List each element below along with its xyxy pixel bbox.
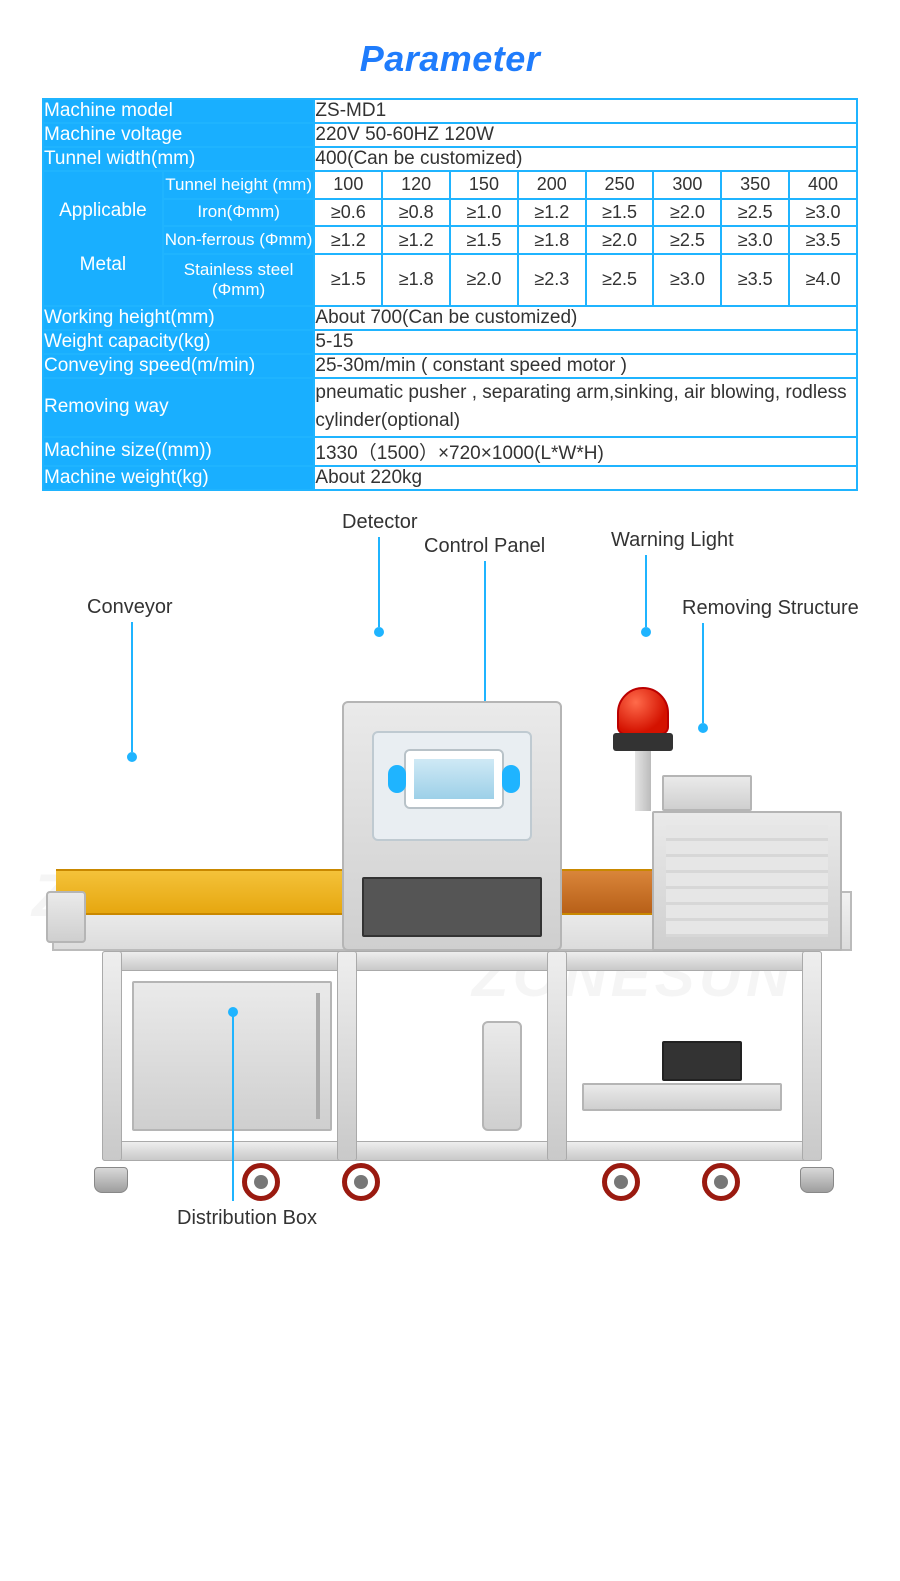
subheader-stainless: Stainless steel (Φmm) bbox=[163, 254, 315, 306]
cell-iron-7: ≥3.0 bbox=[789, 199, 857, 227]
table-row: Machine size((mm)) 1330（1500）×720×1000(L… bbox=[43, 437, 857, 466]
callout-warning-light: Warning Light bbox=[611, 529, 734, 552]
cell-height-3: 200 bbox=[518, 171, 586, 199]
cell-height-4: 250 bbox=[586, 171, 654, 199]
cell-iron-2: ≥1.0 bbox=[450, 199, 518, 227]
cell-ss-7: ≥4.0 bbox=[789, 254, 857, 306]
subheader-tunnel-height: Tunnel height (mm) bbox=[163, 171, 315, 199]
callout-removing-structure: Removing Structure bbox=[682, 597, 859, 620]
label-model: Machine model bbox=[43, 99, 314, 123]
table-row: Machine voltage 220V 50-60HZ 120W bbox=[43, 123, 857, 147]
page-title: Parameter bbox=[42, 38, 858, 80]
label-removing-way: Removing way bbox=[43, 378, 314, 437]
cell-ss-1: ≥1.8 bbox=[382, 254, 450, 306]
cell-height-5: 300 bbox=[653, 171, 721, 199]
cell-ss-4: ≥2.5 bbox=[586, 254, 654, 306]
cell-iron-3: ≥1.2 bbox=[518, 199, 586, 227]
cell-height-0: 100 bbox=[314, 171, 382, 199]
cell-ss-0: ≥1.5 bbox=[314, 254, 382, 306]
table-row: Iron(Φmm) ≥0.6 ≥0.8 ≥1.0 ≥1.2 ≥1.5 ≥2.0 … bbox=[43, 199, 857, 227]
cell-ss-2: ≥2.0 bbox=[450, 254, 518, 306]
table-row: Weight capacity(kg) 5-15 bbox=[43, 330, 857, 354]
value-machine-size: 1330（1500）×720×1000(L*W*H) bbox=[314, 437, 857, 466]
value-conveying-speed: 25-30m/min ( constant speed motor ) bbox=[314, 354, 857, 378]
value-weight-capacity: 5-15 bbox=[314, 330, 857, 354]
cell-nf-5: ≥2.5 bbox=[653, 226, 721, 254]
callout-detector: Detector bbox=[342, 511, 418, 534]
label-tunnel-width: Tunnel width(mm) bbox=[43, 147, 314, 171]
label-machine-size: Machine size((mm)) bbox=[43, 437, 314, 466]
control-panel bbox=[372, 731, 532, 841]
callout-conveyor: Conveyor bbox=[87, 596, 173, 619]
cell-height-1: 120 bbox=[382, 171, 450, 199]
value-tunnel-width: 400(Can be customized) bbox=[314, 147, 857, 171]
table-row: Applicable Metal Tunnel height (mm) 100 … bbox=[43, 171, 857, 199]
cell-nf-0: ≥1.2 bbox=[314, 226, 382, 254]
label-weight-capacity: Weight capacity(kg) bbox=[43, 330, 314, 354]
warning-light bbox=[617, 687, 669, 811]
cell-iron-6: ≥2.5 bbox=[721, 199, 789, 227]
cell-height-6: 350 bbox=[721, 171, 789, 199]
table-row: Machine weight(kg) About 220kg bbox=[43, 466, 857, 490]
removing-structure bbox=[652, 811, 842, 951]
cell-iron-0: ≥0.6 bbox=[314, 199, 382, 227]
value-removing-way: pneumatic pusher , separating arm,sinkin… bbox=[314, 378, 857, 437]
label-voltage: Machine voltage bbox=[43, 123, 314, 147]
value-machine-weight: About 220kg bbox=[314, 466, 857, 490]
table-row: Tunnel width(mm) 400(Can be customized) bbox=[43, 147, 857, 171]
cell-height-7: 400 bbox=[789, 171, 857, 199]
table-row: Stainless steel (Φmm) ≥1.5 ≥1.8 ≥2.0 ≥2.… bbox=[43, 254, 857, 306]
parameter-table: Machine model ZS-MD1 Machine voltage 220… bbox=[42, 98, 858, 491]
callout-⁠control-panel: Control Panel bbox=[424, 535, 545, 558]
subheader-nonferrous: Non-ferrous (Φmm) bbox=[163, 226, 315, 254]
cell-iron-1: ≥0.8 bbox=[382, 199, 450, 227]
cell-nf-4: ≥2.0 bbox=[586, 226, 654, 254]
cell-nf-6: ≥3.0 bbox=[721, 226, 789, 254]
value-model: ZS-MD1 bbox=[314, 99, 857, 123]
value-working-height: About 700(Can be customized) bbox=[314, 306, 857, 330]
cell-ss-3: ≥2.3 bbox=[518, 254, 586, 306]
cell-nf-3: ≥1.8 bbox=[518, 226, 586, 254]
table-row: Removing way pneumatic pusher , separati… bbox=[43, 378, 857, 437]
label-working-height: Working height(mm) bbox=[43, 306, 314, 330]
cell-ss-6: ≥3.5 bbox=[721, 254, 789, 306]
value-voltage: 220V 50-60HZ 120W bbox=[314, 123, 857, 147]
table-row: Working height(mm) About 700(Can be cust… bbox=[43, 306, 857, 330]
subheader-iron: Iron(Φmm) bbox=[163, 199, 315, 227]
cell-ss-5: ≥3.0 bbox=[653, 254, 721, 306]
label-machine-weight: Machine weight(kg) bbox=[43, 466, 314, 490]
cell-iron-4: ≥1.5 bbox=[586, 199, 654, 227]
table-row: Non-ferrous (Φmm) ≥1.2 ≥1.2 ≥1.5 ≥1.8 ≥2… bbox=[43, 226, 857, 254]
machine-diagram: Detector Control Panel Warning Light Con… bbox=[42, 511, 862, 1231]
cell-height-2: 150 bbox=[450, 171, 518, 199]
label-distribution-box: Distribution Box bbox=[177, 1207, 317, 1230]
cell-nf-7: ≥3.5 bbox=[789, 226, 857, 254]
label-applicable-metal: Applicable Metal bbox=[43, 171, 163, 306]
table-row: Machine model ZS-MD1 bbox=[43, 99, 857, 123]
cell-nf-2: ≥1.5 bbox=[450, 226, 518, 254]
cell-nf-1: ≥1.2 bbox=[382, 226, 450, 254]
table-row: Conveying speed(m/min) 25-30m/min ( cons… bbox=[43, 354, 857, 378]
cell-iron-5: ≥2.0 bbox=[653, 199, 721, 227]
label-conveying-speed: Conveying speed(m/min) bbox=[43, 354, 314, 378]
